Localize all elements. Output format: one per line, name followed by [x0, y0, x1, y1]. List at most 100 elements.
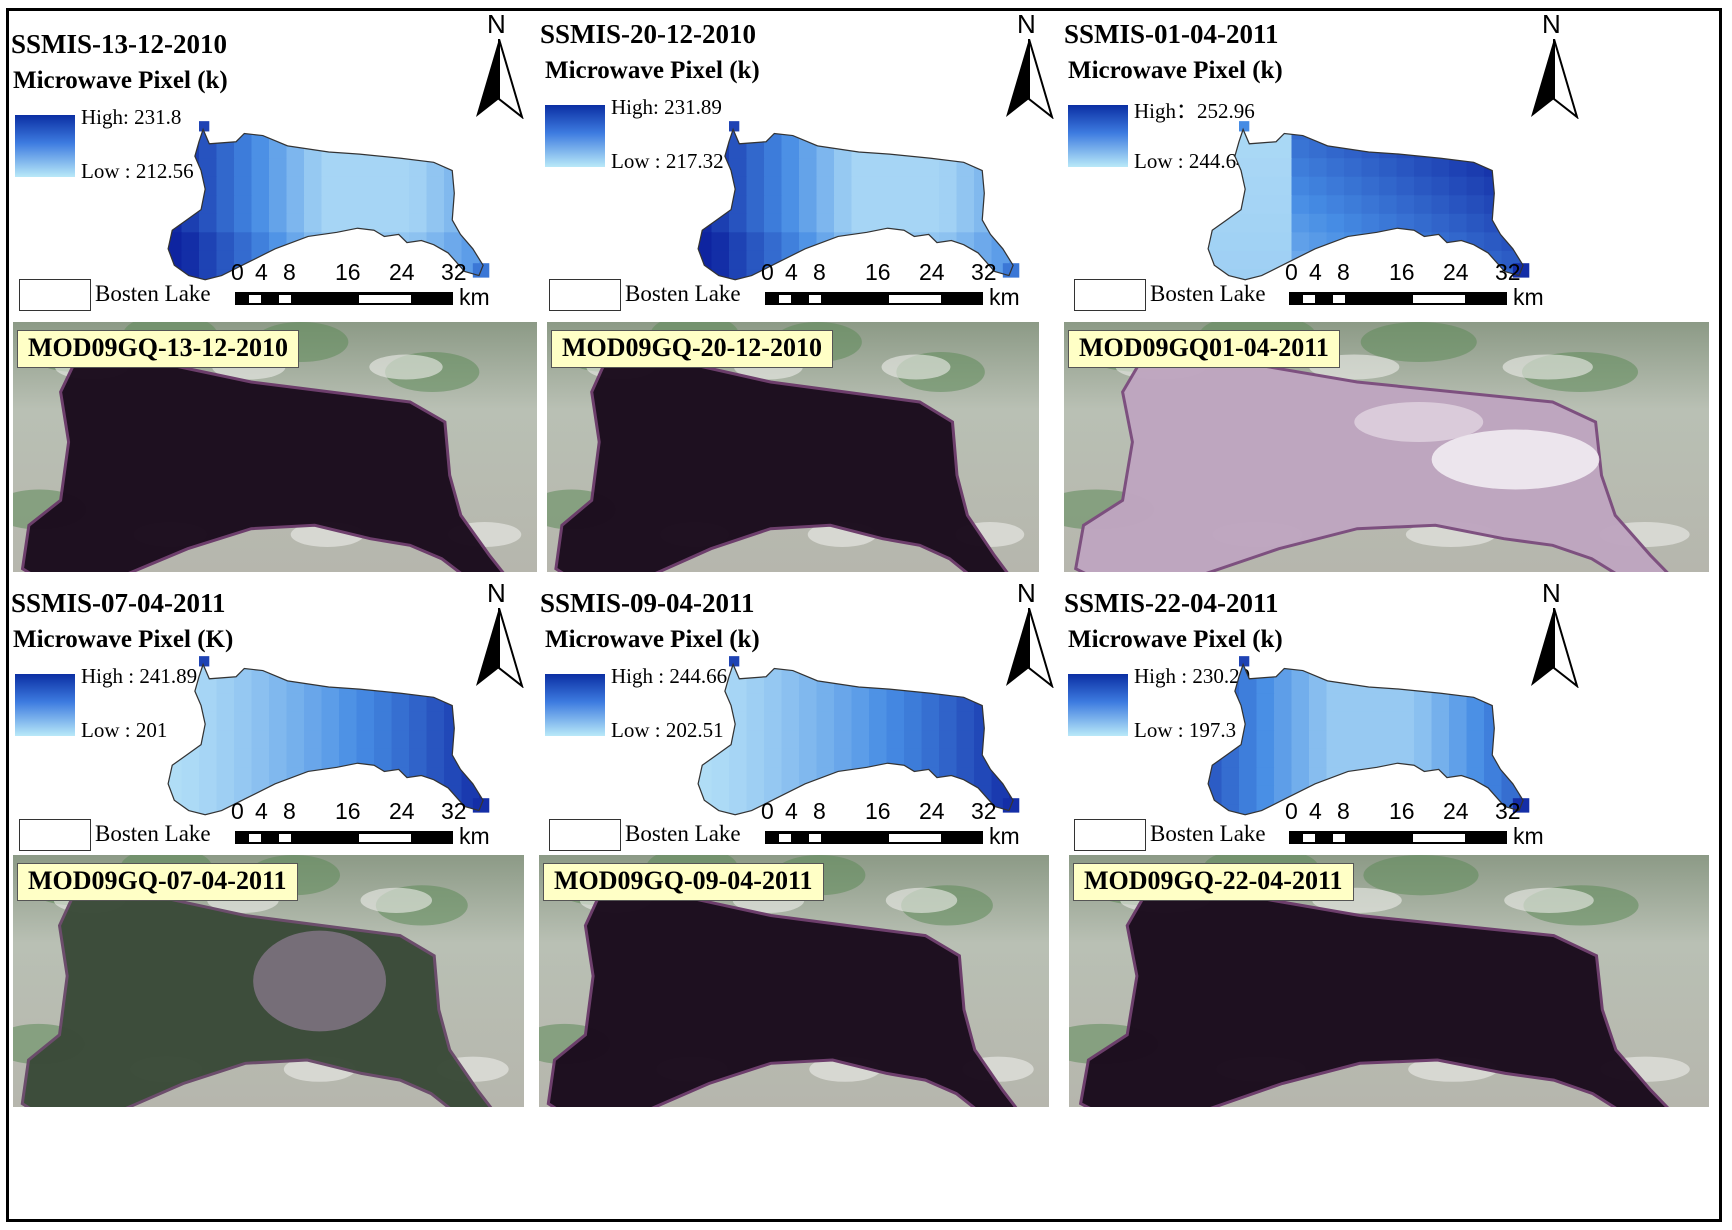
microwave-pixel: [711, 195, 730, 215]
microwave-pixel: [339, 129, 358, 141]
lake-outline: [167, 127, 484, 281]
microwave-pixel: [1274, 693, 1293, 713]
microwave-pixel: [1519, 767, 1524, 787]
microwave-pixel: [304, 129, 323, 141]
microwave-pixel: [168, 232, 183, 252]
microwave-pixel: [939, 730, 958, 750]
microwave-pixel: [1274, 176, 1293, 196]
microwave-pixel: [426, 129, 445, 141]
microwave-pixel: [764, 674, 783, 694]
microwave-pixel: [711, 232, 730, 252]
microwave-pixel: [1221, 129, 1240, 141]
modis-satellite-image: [13, 855, 524, 1107]
microwave-pixel: [391, 195, 410, 215]
microwave-pixel: [816, 674, 835, 694]
microwave-pixel: [1309, 232, 1328, 252]
microwave-pixel: [1501, 767, 1520, 787]
panel-title: SSMIS-09-04-2011: [540, 588, 755, 618]
microwave-pixel: [921, 664, 940, 676]
lake-surface: [1078, 890, 1670, 1107]
microwave-pixel: [216, 664, 235, 676]
microwave-pixel: [1344, 213, 1363, 233]
microwave-pixel: [1414, 129, 1433, 141]
scale-tick-label: 8: [813, 798, 826, 824]
microwave-pixel: [409, 711, 428, 731]
panel-title: SSMIS-07-04-2011: [11, 588, 226, 618]
microwave-pixel: [269, 158, 288, 178]
lake-outline: [167, 662, 484, 816]
microwave-pixel: [269, 730, 288, 750]
microwave-pixel: [764, 139, 783, 159]
microwave-pixel: [1291, 711, 1310, 731]
microwave-pixel: [234, 748, 253, 768]
microwave-pixel: [939, 139, 958, 159]
microwave-pixel: [304, 176, 323, 196]
scale-bar: [765, 292, 983, 305]
microwave-pixel: [991, 195, 1010, 215]
microwave-pixel: [497, 269, 515, 286]
scale-tick-label: 8: [283, 259, 296, 285]
microwave-pixel: [168, 129, 183, 141]
microwave-pixel: [497, 712, 515, 731]
scale-tick-label: 8: [1337, 259, 1350, 285]
microwave-pixel: [409, 176, 428, 196]
ssmis-panel: SSMIS-22-04-2011 Microwave Pixel (k) High …: [1064, 576, 1719, 856]
microwave-pixel: [409, 748, 428, 768]
microwave-pixel: [711, 129, 730, 141]
scale-tick-label: 4: [1309, 259, 1322, 285]
microwave-pixel: [497, 749, 515, 768]
microwave-pixel: [991, 730, 1010, 750]
microwave-pixel: [799, 129, 818, 141]
microwave-pixel: [199, 176, 218, 196]
microwave-pixel: [426, 674, 445, 694]
microwave-pixel: [234, 139, 253, 159]
microwave-pixel: [199, 158, 218, 178]
microwave-pixel: [974, 767, 993, 787]
microwave-pixel: [1027, 140, 1045, 159]
microwave-pixel: [1208, 176, 1223, 196]
ssmis-pixel-map: [697, 121, 1045, 281]
microwave-pixel: [799, 213, 818, 233]
scale-tick-label: 0: [1285, 798, 1298, 824]
microwave-pixel: [1501, 176, 1520, 196]
legend-color-ramp: [545, 674, 605, 736]
microwave-pixel: [764, 748, 783, 768]
microwave-pixel: [426, 139, 445, 159]
microwave-pixel: [729, 232, 748, 252]
lake-legend-swatch: [549, 279, 621, 311]
scale-tick-label: 4: [1309, 798, 1322, 824]
microwave-pixel: [1309, 176, 1328, 196]
scale-tick-label: 16: [335, 798, 361, 824]
microwave-pixel: [1501, 195, 1520, 215]
microwave-pixel: [1379, 195, 1398, 215]
microwave-pixel: [168, 693, 183, 713]
microwave-pixel: [1208, 664, 1223, 676]
microwave-pixel: [409, 674, 428, 694]
microwave-pixel: [904, 195, 923, 215]
microwave-pixel: [1256, 785, 1275, 805]
microwave-pixel: [1256, 693, 1275, 713]
microwave-pixel: [1431, 711, 1450, 731]
microwave-pixel: [1344, 711, 1363, 731]
scale-tick-label: 24: [1443, 259, 1469, 285]
microwave-pixel: [339, 139, 358, 159]
microwave-pixel: [321, 711, 340, 731]
microwave-pixel: [1361, 664, 1380, 676]
microwave-pixel: [479, 711, 484, 731]
microwave-pixel: [216, 730, 235, 750]
microwave-pixel: [1361, 767, 1380, 787]
microwave-pixel: [1326, 213, 1345, 233]
microwave-pixel: [816, 767, 835, 787]
microwave-pixel: [799, 748, 818, 768]
microwave-pixel: [409, 664, 428, 676]
microwave-pixel: [729, 748, 748, 768]
microwave-pixel: [869, 213, 888, 233]
microwave-pixel: [956, 674, 975, 694]
microwave-pixel: [426, 664, 445, 676]
microwave-pixel: [1414, 176, 1433, 196]
microwave-pixel: [1309, 730, 1328, 750]
microwave-pixel: [1208, 693, 1223, 713]
microwave-pixel: [834, 730, 853, 750]
microwave-pixel: [904, 664, 923, 676]
legend-color-ramp: [545, 105, 605, 167]
